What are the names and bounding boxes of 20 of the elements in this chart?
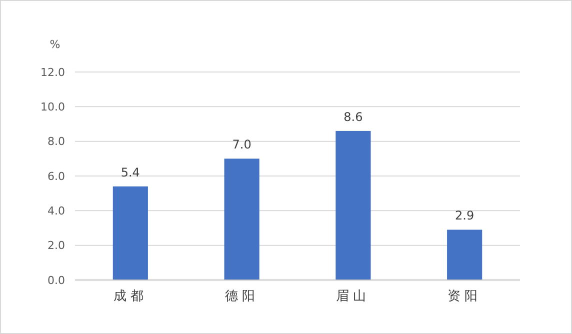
y-tick-label: 8.0 [48, 135, 65, 148]
bar [447, 230, 482, 280]
y-tick-label: 4.0 [48, 204, 65, 218]
data-label: 5.4 [120, 165, 140, 180]
bar [224, 158, 260, 280]
y-tick-label: 0.0 [48, 274, 65, 287]
y-tick-label: 10.0 [40, 100, 65, 114]
y-tick-label: 6.0 [48, 170, 65, 183]
y-tick-label: 2.0 [48, 239, 65, 252]
x-tick-label: 资阳 [448, 289, 482, 304]
bar [336, 130, 371, 280]
x-tick-label: 成都 [113, 289, 148, 304]
y-tick-label: 12.0 [40, 66, 65, 79]
bar [112, 186, 148, 280]
x-tick-label: 德阳 [224, 289, 259, 304]
data-label: 8.6 [344, 110, 363, 124]
data-label: 2.9 [455, 208, 474, 223]
x-tick-label: 眉山 [336, 289, 370, 304]
y-axis-title: % [50, 38, 60, 51]
data-label: 7.0 [232, 138, 252, 152]
